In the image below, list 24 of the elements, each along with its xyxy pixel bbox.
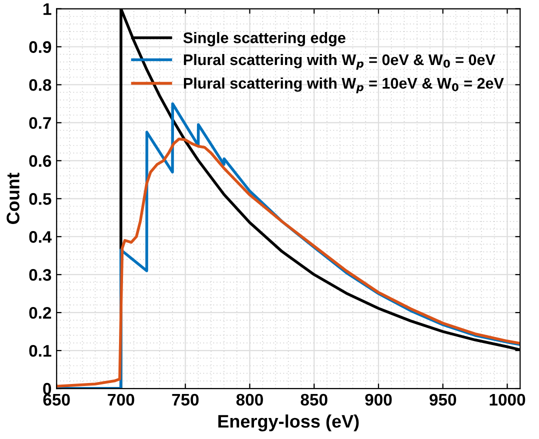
legend-label: Plural scattering with W$_{p}$ = 10eV & W$_{0}$ = 2eV	[184, 78, 504, 94]
y-tick-label: 0.5	[29, 193, 52, 205]
y-tick-label: 0.6	[29, 155, 52, 167]
y-tick-label: 0.9	[29, 41, 52, 53]
y-tick-label: 0.3	[29, 268, 52, 281]
legend-label: Plural scattering with W$_{p}$ = 0eV & W$_{0}$ = 0eV	[184, 54, 496, 70]
legend-label: Single scattering edge	[183, 32, 346, 46]
x-tick-label: 750	[172, 394, 199, 406]
y-axis-title: Count	[6, 172, 20, 224]
y-tick-label: 0	[43, 382, 52, 395]
x-tick-label: 1000	[490, 394, 526, 406]
y-tick-label: 0.1	[29, 344, 52, 357]
y-tick-label: 0.2	[29, 306, 52, 319]
y-tick-label: 0.8	[29, 79, 52, 91]
x-tick-label: 650	[43, 394, 70, 406]
x-tick-label: 700	[108, 394, 134, 406]
x-tick-label: 850	[300, 394, 328, 406]
x-tick-label: 800	[236, 394, 263, 406]
y-tick-label: 0.4	[29, 231, 52, 243]
y-tick-label: 1	[44, 3, 52, 15]
x-tick-label: 950	[430, 394, 456, 406]
x-tick-label: 900	[365, 394, 392, 406]
y-tick-label: 0.7	[29, 117, 52, 129]
x-axis-title: Energy-loss (eV)	[218, 414, 359, 432]
